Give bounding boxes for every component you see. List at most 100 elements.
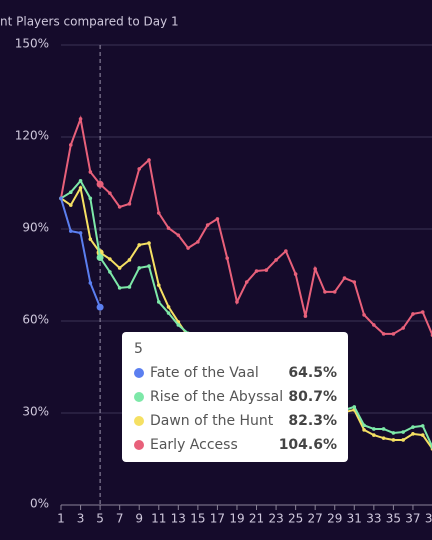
point [411,312,415,316]
x-tick-label: 39 [425,512,432,526]
legend-label: Fate of the Vaal [150,365,259,381]
point [284,249,288,253]
point [117,205,122,209]
point [225,256,229,260]
point [176,233,181,237]
point [362,313,366,317]
point [137,266,142,270]
point [68,190,73,194]
legend-dot [134,416,144,426]
point [391,438,396,442]
point [137,167,142,171]
x-tick-label: 21 [249,512,264,526]
x-tick-label: 37 [405,512,420,526]
point [420,433,425,437]
tooltip-value: 82.3% [288,413,337,429]
point [108,257,112,261]
point [68,203,73,207]
point [274,258,278,262]
point [78,231,83,235]
point [352,280,357,284]
point [391,431,396,435]
point [156,283,161,287]
tooltip-value: 80.7% [288,389,337,405]
point [88,170,93,174]
tooltip-value: 104.6% [279,437,337,453]
point [166,311,171,315]
point [117,266,122,270]
y-tick-label: 120% [15,129,49,143]
point [156,300,161,304]
x-tick-label: 5 [96,512,104,526]
point [96,254,104,262]
point [127,285,132,289]
point [293,272,298,276]
x-tick-label: 13 [171,512,186,526]
x-tick-label: 19 [229,512,244,526]
x-tick-label: 33 [366,512,381,526]
point [127,202,132,206]
x-tick-label: 35 [386,512,401,526]
legend-dot [134,368,144,378]
point [244,280,249,284]
point [166,226,171,230]
x-tick-label: 27 [308,512,323,526]
point [362,428,366,432]
legend-dot [134,440,144,450]
x-tick-label: 23 [268,512,283,526]
point [88,196,93,201]
point [264,268,269,272]
x-tick-label: 3 [77,512,85,526]
point [186,246,190,250]
point [147,264,151,268]
x-tick-label: 29 [327,512,342,526]
point [401,438,405,442]
x-tick-label: 17 [210,512,225,526]
point [342,276,347,280]
point [78,186,83,190]
point [147,158,151,162]
point [401,326,405,330]
point [411,425,415,429]
point [381,436,386,440]
point [78,179,83,183]
series-line [60,198,102,308]
x-tick-label: 7 [116,512,124,526]
series-line [60,115,432,336]
point [68,229,73,233]
y-tick-label: 30% [22,405,49,419]
point [362,423,366,428]
y-tick-label: 150% [15,37,49,51]
tooltip-title: 5 [134,341,143,357]
point [68,143,73,147]
x-tick-label: 15 [190,512,205,526]
point [332,290,337,294]
point [205,223,210,227]
point [59,196,63,201]
x-tick-label: 1 [57,512,65,526]
point [391,332,396,336]
point [352,405,357,409]
point [137,243,142,247]
point [303,314,308,318]
point [381,427,386,431]
point [176,323,181,327]
point [88,237,93,241]
point [108,191,112,195]
point [235,300,239,304]
tooltip: 5 Fate of the Vaal 64.5% Rise of the Abyssa… [122,332,348,462]
legend-label: Early Access [150,437,238,453]
point [411,432,415,436]
point [166,305,171,309]
point [147,241,151,245]
point [420,310,425,314]
point [372,427,376,431]
y-tick-label: 90% [22,221,49,235]
y-tick-label: 60% [22,313,49,327]
point [156,211,161,215]
point [88,281,93,285]
point [401,430,405,434]
point [78,117,83,121]
